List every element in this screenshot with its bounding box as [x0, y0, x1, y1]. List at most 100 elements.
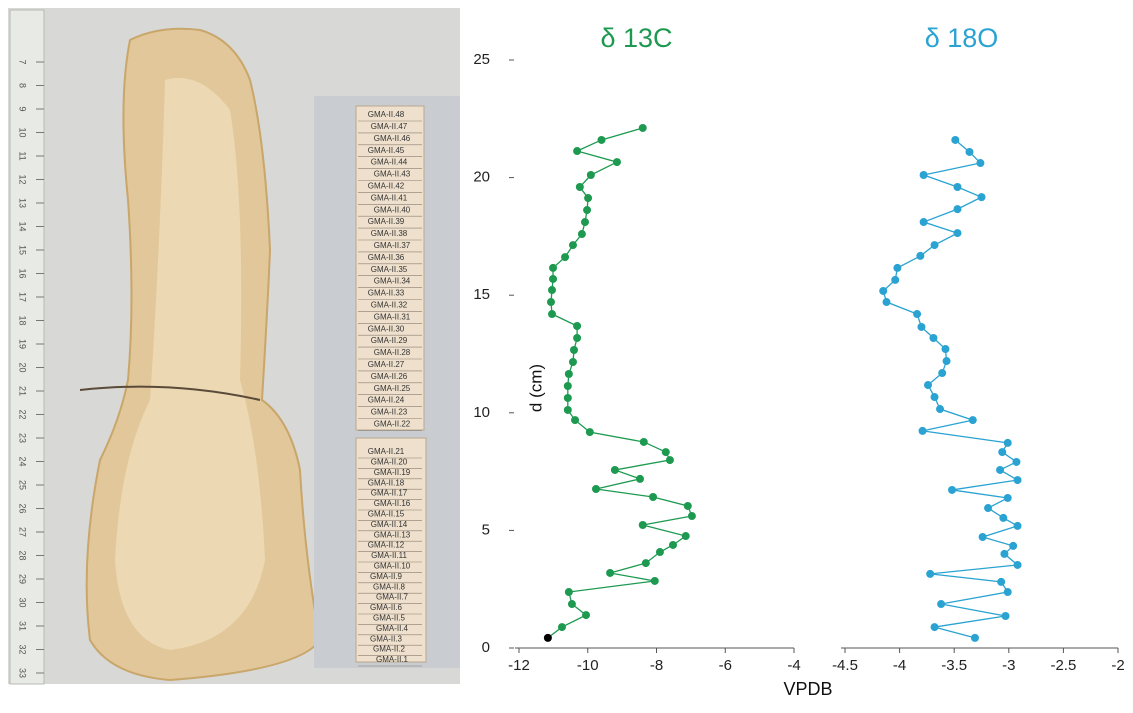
data-point	[573, 322, 581, 330]
data-point	[941, 345, 949, 353]
sample-label: GMA-II.23	[371, 408, 408, 417]
data-point	[586, 428, 594, 436]
sample-label: GMA-II.5	[373, 614, 406, 623]
data-point	[651, 577, 659, 585]
data-point	[581, 218, 589, 226]
sample-label: GMA-II.47	[371, 122, 408, 131]
ruler-label: 7	[18, 59, 28, 64]
data-point	[598, 136, 606, 144]
ruler-label: 19	[18, 339, 28, 349]
sample-label: GMA-II.16	[374, 499, 411, 508]
ruler-label: 11	[18, 151, 28, 160]
sample-label: GMA-II.17	[371, 489, 408, 498]
data-point	[682, 532, 690, 540]
data-point	[584, 194, 592, 202]
data-point	[953, 229, 961, 237]
y-tick-label: 5	[482, 521, 490, 538]
ruler-label: 9	[18, 106, 28, 111]
ruler-label: 18	[18, 315, 28, 325]
data-point	[565, 370, 573, 378]
sample-label: GMA-II.39	[368, 217, 405, 226]
data-point	[639, 521, 647, 529]
ruler-label: 14	[18, 221, 28, 231]
x-tick-label: -3	[1002, 657, 1015, 674]
x-tick-label: -4	[893, 657, 906, 674]
sample-label: GMA-II.31	[374, 312, 411, 321]
sample-label: GMA-II.37	[374, 241, 411, 250]
data-point	[573, 147, 581, 155]
ruler-label: 20	[18, 362, 28, 372]
data-point	[920, 171, 928, 179]
data-point	[1004, 588, 1012, 596]
data-point	[998, 448, 1006, 456]
sample-label: GMA-II.7	[376, 593, 409, 602]
data-point	[565, 588, 573, 596]
ruler-label: 13	[18, 198, 28, 208]
data-point	[948, 486, 956, 494]
ruler-label: 31	[18, 621, 28, 631]
sample-label: GMA-II.25	[374, 384, 411, 393]
data-point	[592, 485, 600, 493]
data-point	[569, 241, 577, 249]
data-point	[571, 416, 579, 424]
x-axis-label: VPDB	[783, 679, 832, 699]
data-point	[879, 287, 887, 295]
data-point	[924, 381, 932, 389]
sample-label: GMA-II.24	[368, 396, 405, 405]
data-point	[549, 275, 557, 283]
sample-label: GMA-II.30	[368, 324, 405, 333]
data-point	[611, 466, 619, 474]
data-point	[891, 276, 899, 284]
data-point	[656, 548, 664, 556]
data-point	[1009, 542, 1017, 550]
ruler-label: 28	[18, 550, 28, 560]
ruler-label: 24	[18, 456, 28, 466]
data-point	[564, 406, 572, 414]
data-point	[583, 206, 591, 214]
data-point	[882, 298, 890, 306]
data-point	[999, 514, 1007, 522]
x-tick-label: -2.5	[1050, 657, 1076, 674]
sample-label: GMA-II.43	[374, 170, 411, 179]
data-point	[564, 382, 572, 390]
data-point	[937, 600, 945, 608]
x-tick-label: -2	[1111, 657, 1124, 674]
x-tick-label: -4.5	[832, 657, 858, 674]
data-point	[1004, 494, 1012, 502]
data-point	[893, 264, 901, 272]
sample-label: GMA-II.32	[371, 301, 408, 310]
ruler-label: 15	[18, 245, 28, 255]
y-tick-label: 0	[482, 639, 490, 656]
sample-label: GMA-II.36	[368, 253, 405, 262]
sample-label: GMA-II.3	[370, 634, 403, 643]
data-point	[636, 475, 644, 483]
sample-label: GMA-II.26	[371, 372, 408, 381]
sample-label: GMA-II.35	[371, 265, 408, 274]
data-line	[883, 140, 1017, 638]
sample-label: GMA-II.20	[371, 458, 408, 467]
data-point	[544, 634, 552, 642]
sample-label: GMA-II.46	[374, 134, 411, 143]
sample-label: GMA-II.1	[376, 655, 409, 664]
data-point	[573, 334, 581, 342]
sample-label: GMA-II.41	[371, 193, 408, 202]
sample-label: GMA-II.19	[374, 468, 411, 477]
data-point	[1000, 550, 1008, 558]
ruler-label: 8	[18, 83, 28, 88]
data-point	[549, 264, 557, 272]
ruler-label: 25	[18, 480, 28, 490]
sample-label: GMA-II.15	[368, 510, 405, 519]
y-tick-label: 10	[473, 404, 490, 421]
data-point	[642, 559, 650, 567]
x-tick-label: -12	[508, 657, 530, 674]
sample-label: GMA-II.11	[371, 551, 407, 560]
x-tick-label: -10	[577, 657, 599, 674]
data-point	[561, 253, 569, 261]
data-point	[1002, 612, 1010, 620]
data-point	[606, 569, 614, 577]
ruler-label: 21	[18, 386, 28, 396]
data-point	[920, 218, 928, 226]
data-point	[997, 578, 1005, 586]
sample-label: GMA-II.33	[368, 289, 405, 298]
data-point	[943, 357, 951, 365]
